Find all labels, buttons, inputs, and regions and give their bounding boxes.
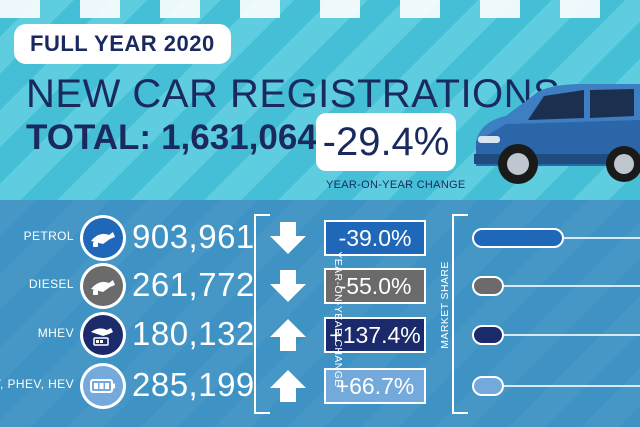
car-illustration [474,84,640,184]
market-share-track [472,285,640,287]
total-change-box: -29.4% [316,113,456,171]
total-change-caption: YEAR-ON-YEAR CHANGE [326,179,466,191]
market-share-track [472,385,640,387]
yoy-change-value: -55.0% [338,272,412,299]
market-share-bar [472,376,504,396]
fuel-type-label: DIESEL [28,277,74,291]
fuel-pump-icon [80,215,126,261]
yoy-axis-label: YEAR-ON-YEAR CHANGE [332,251,344,387]
battery-icon [80,363,126,409]
market-share-track [472,334,640,336]
fuel-row: EV, PHEV, HEV 285,199 +66.7% [0,362,640,410]
arrow-down-icon [270,222,306,254]
arrow-up-icon [270,370,306,402]
period-badge: FULL YEAR 2020 [14,24,231,64]
yoy-change-chip: -55.0% [324,268,426,304]
fuel-type-label: MHEV [37,326,74,340]
yoy-bracket [254,214,270,414]
registration-count: 285,199 [132,366,255,403]
market-share-bar [472,325,504,345]
registration-count: 261,772 [132,266,255,303]
arrow-up-icon [270,319,306,351]
fuel-row: PETROL 903,961 -39.0% [0,214,640,262]
total-label: TOTAL: [26,118,152,157]
market-share-bracket [452,214,468,414]
fuel-row: DIESEL 261,772 -55.0% [0,262,640,310]
total-registrations: TOTAL: 1,631,064 [26,118,317,158]
decorative-stripes [0,0,640,18]
total-change-value: -29.4% [322,119,450,164]
period-label: FULL YEAR 2020 [30,31,215,56]
fuel-pump-icon [80,263,126,309]
yoy-change-chip: +137.4% [324,317,426,353]
registration-count: 180,132 [132,315,255,352]
registration-count: 903,961 [132,218,255,255]
fuel-row: MHEV 180,132 +137.4% [0,311,640,359]
fuel-type-label: EV, PHEV, HEV [0,377,74,391]
yoy-change-value: +137.4% [329,321,421,348]
market-share-bar [472,228,564,248]
market-share-axis-label: MARKET SHARE [439,261,451,349]
fuel-pump-battery-icon [80,312,126,358]
yoy-change-value: +66.7% [335,372,415,399]
headline: NEW CAR REGISTRATIONS [26,72,561,116]
yoy-change-chip: -39.0% [324,220,426,256]
fuel-type-label: PETROL [23,229,74,243]
total-value: 1,631,064 [161,118,317,157]
yoy-change-chip: +66.7% [324,368,426,404]
market-share-bar [472,276,504,296]
yoy-change-value: -39.0% [338,224,412,251]
arrow-down-icon [270,270,306,302]
